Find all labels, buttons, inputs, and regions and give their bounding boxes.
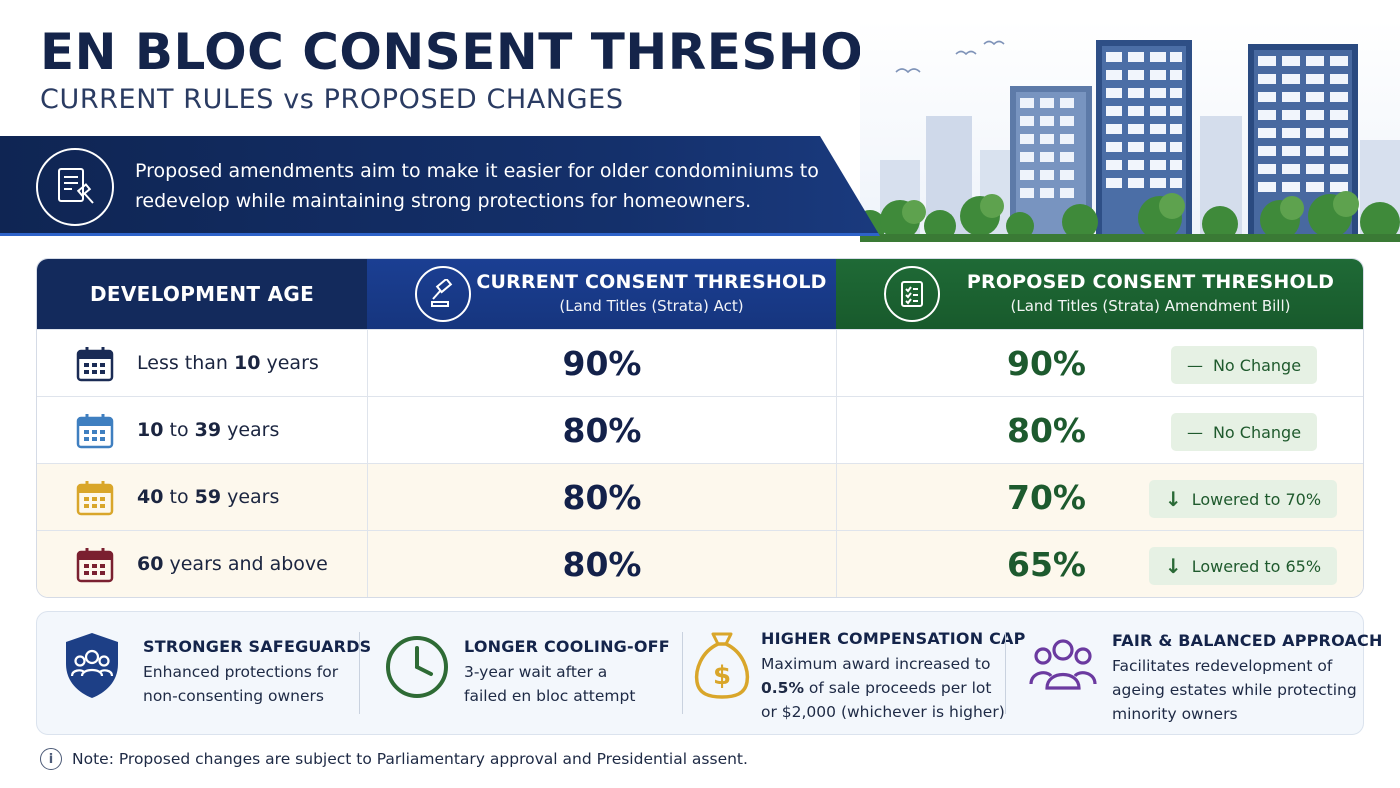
divider [682,632,683,714]
calendar-icon [76,548,114,583]
proposed-threshold-title: PROPOSED CONSENT THRESHOLD [966,271,1335,293]
clock-icon [386,636,448,698]
calendar-icon [76,347,114,382]
current-threshold-subtitle: (Land Titles (Strata) Act) [559,297,744,315]
table-row: 60 years and above 80% 65% ↓ Lowered to 6… [37,530,1363,597]
arrow-down-icon: ↓ [1164,554,1182,578]
age-label: 40 to 59 years [137,486,280,508]
change-badge: ↓ Lowered to 70% [1149,480,1337,518]
proposed-threshold-value: 80% [1007,411,1086,450]
legal-document-gavel-icon [36,148,114,226]
feature-fair-balanced-approach: FAIR & BALANCED APPROACH Facilitates red… [1006,612,1382,736]
svg-text:$: $ [713,661,731,691]
dash-icon: — [1186,422,1203,442]
intro-banner [0,136,880,236]
header-current-threshold: CURRENT CONSENT THRESHOLD (Land Titles (… [367,259,836,329]
proposed-threshold-value: 65% [1007,545,1086,584]
arrow-down-icon: ↓ [1164,487,1182,511]
people-group-icon [1029,639,1097,690]
change-badge: ↓ Lowered to 65% [1149,547,1337,585]
current-threshold-value: 90% [562,343,642,383]
features-panel: STRONGER SAFEGUARDS Enhanced protections… [36,611,1382,736]
table-row: 40 to 59 years 80% 70% ↓ Lowered to 70% [37,463,1363,530]
divider [359,632,360,714]
age-label: Less than 10 years [137,352,319,374]
checklist-icon [884,266,940,322]
gavel-icon [415,266,471,322]
current-threshold-value: 80% [562,544,642,584]
calendar-icon [76,414,114,449]
age-label: 10 to 39 years [137,419,280,441]
info-icon: i [40,748,62,770]
dash-icon: — [1186,355,1203,375]
consent-threshold-table: DEVELOPMENT AGE CURRENT CONSENT THRESHOL… [36,258,1364,598]
divider [1005,632,1006,714]
change-badge: — No Change [1171,346,1317,384]
calendar-icon [76,481,114,516]
table-header: DEVELOPMENT AGE CURRENT CONSENT THRESHOL… [37,259,1363,329]
current-threshold-value: 80% [562,477,642,517]
page-title: EN BLOC CONSENT THRESHOLDS [40,23,975,81]
feature-longer-cooling-off: LONGER COOLING-OFF 3-year wait after a f… [360,612,682,736]
feature-higher-compensation-cap: $ HIGHER COMPENSATION CAP Maximum award … [683,612,1025,736]
feature-stronger-safeguards: STRONGER SAFEGUARDS Enhanced protections… [37,612,371,736]
city-skyline-illustration [860,20,1400,242]
footnote: i Note: Proposed changes are subject to … [40,748,748,770]
header-development-age: DEVELOPMENT AGE [37,259,367,329]
change-badge: — No Change [1171,413,1317,451]
age-label: 60 years and above [137,553,328,575]
proposed-threshold-value: 90% [1007,344,1086,383]
current-threshold-title: CURRENT CONSENT THRESHOLD [476,271,827,293]
table-row: 10 to 39 years 80% 80% — No Change [37,396,1363,463]
proposed-threshold-subtitle: (Land Titles (Strata) Amendment Bill) [1010,297,1291,315]
current-threshold-value: 80% [562,410,642,450]
money-bag-icon: $ [694,632,750,699]
shield-people-icon [66,633,118,698]
intro-text: Proposed amendments aim to make it easie… [135,160,819,212]
page-subtitle: CURRENT RULES vs PROPOSED CHANGES [40,84,624,115]
header-proposed-threshold: PROPOSED CONSENT THRESHOLD (Land Titles … [836,259,1363,329]
table-row: Less than 10 years 90% 90% — No Change [37,329,1363,396]
proposed-threshold-value: 70% [1007,478,1086,517]
